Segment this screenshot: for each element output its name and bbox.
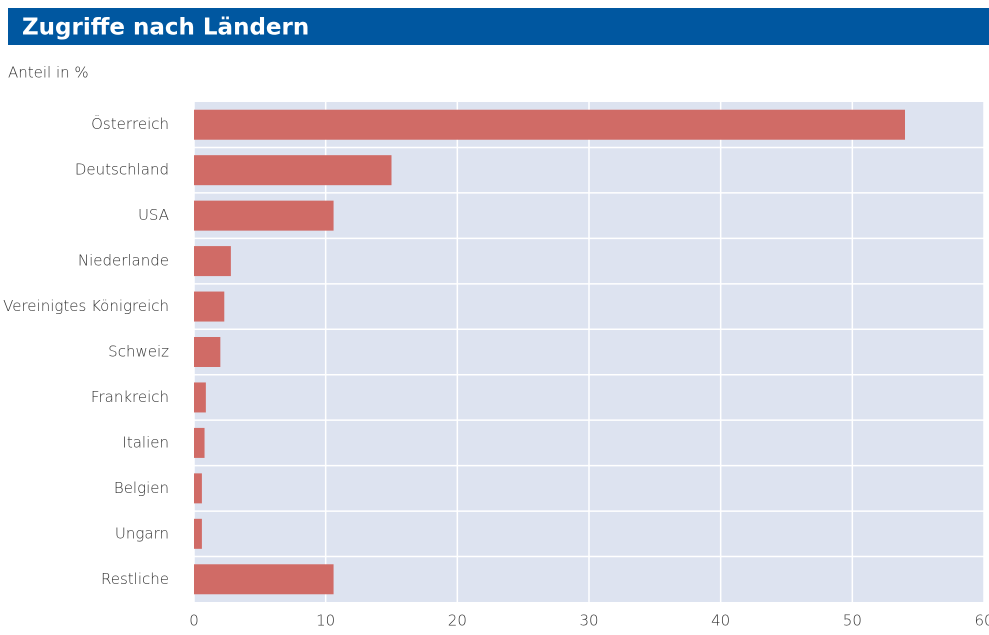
x-tick-label: 10 — [316, 612, 335, 630]
y-tick-label: Niederlande — [78, 252, 169, 270]
bar — [194, 518, 202, 549]
bar — [194, 291, 225, 322]
y-tick-label: Vereinigtes Königreich — [3, 297, 169, 315]
subtitle: Anteil in % — [8, 64, 89, 82]
bar — [194, 109, 905, 140]
bar — [194, 564, 334, 595]
y-tick-label: Italien — [122, 433, 169, 451]
y-tick-label: Frankreich — [91, 388, 169, 406]
bar — [194, 246, 231, 277]
bar — [194, 155, 392, 186]
y-tick-label: Schweiz — [108, 343, 169, 361]
bar — [194, 382, 206, 413]
x-tick-label: 0 — [189, 612, 199, 630]
chart-title: Zugriffe nach Ländern — [22, 15, 309, 41]
title-bar — [8, 8, 989, 45]
x-tick-label: 30 — [579, 612, 598, 630]
x-tick-label: 50 — [843, 612, 862, 630]
y-tick-label: Restliche — [101, 570, 169, 588]
x-tick-label: 40 — [711, 612, 730, 630]
bar — [194, 473, 202, 504]
bar — [194, 427, 205, 458]
bar — [194, 337, 221, 367]
y-tick-label: Österreich — [91, 114, 169, 133]
y-tick-label: Ungarn — [115, 524, 169, 542]
x-tick-label: 20 — [448, 612, 467, 630]
y-tick-label: Belgien — [114, 479, 169, 497]
bar — [194, 200, 334, 231]
y-tick-label: USA — [138, 206, 169, 224]
x-tick-label: 60 — [974, 612, 989, 630]
y-tick-label: Deutschland — [75, 161, 169, 179]
